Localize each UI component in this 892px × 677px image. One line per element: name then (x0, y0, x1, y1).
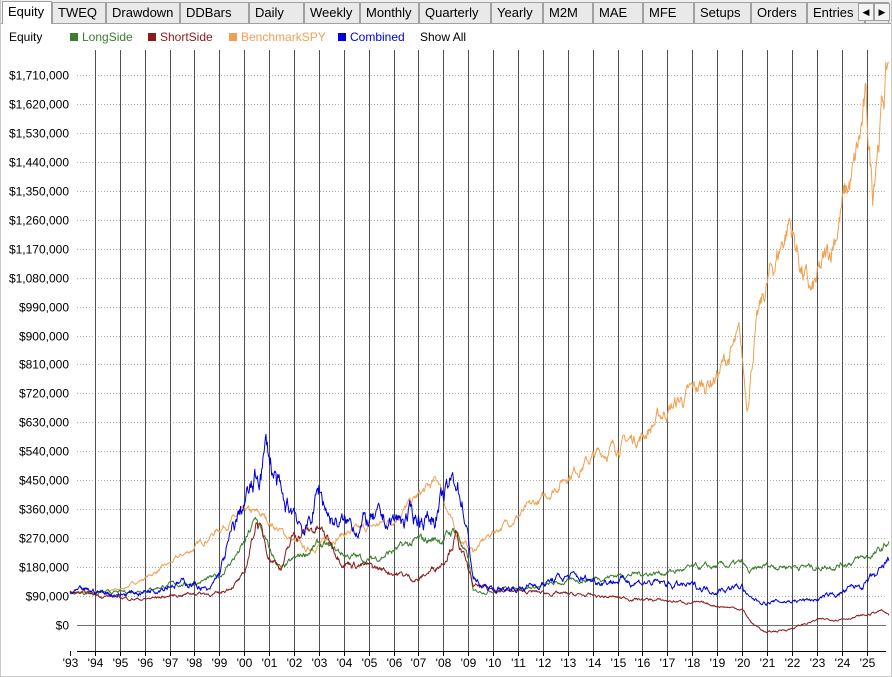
series-line-benchmarkspy (69, 61, 890, 595)
tab-entries[interactable]: Entries (807, 2, 865, 23)
tab-yearly[interactable]: Yearly (491, 2, 543, 23)
x-tick-label: '24 (835, 656, 851, 670)
x-tick-label: '04 (337, 656, 353, 670)
y-tick-label: $990,000 (19, 301, 69, 315)
y-tick-label: $0 (56, 619, 70, 633)
tab-drawdown[interactable]: Drawdown (106, 2, 180, 23)
y-tick-label: $1,260,000 (9, 214, 69, 228)
legend-item-benchmarkspy[interactable]: BenchmarkSPY (229, 27, 326, 47)
x-tick-label: '06 (387, 656, 403, 670)
tab-m2m[interactable]: M2M (543, 2, 593, 23)
tab-quarterly[interactable]: Quarterly (419, 2, 491, 23)
x-tick-label: '17 (660, 656, 676, 670)
legend-title: Equity (9, 30, 43, 44)
tab-equity[interactable]: Equity (2, 1, 52, 24)
x-tick-label: '15 (611, 656, 627, 670)
legend-swatch-longside (70, 33, 78, 41)
y-tick-label: $540,000 (19, 445, 69, 459)
legend-label-shortside: ShortSide (160, 30, 213, 44)
y-tick-label: $630,000 (19, 416, 69, 430)
x-tick-label: '00 (237, 656, 253, 670)
x-tick-label: '09 (461, 656, 477, 670)
tab-mae[interactable]: MAE (593, 2, 643, 23)
y-tick-label: $90,000 (26, 590, 70, 604)
tab-daily[interactable]: Daily (249, 2, 304, 23)
series-line-longside (69, 516, 890, 596)
scroll-left-icon[interactable]: ◀ (858, 3, 874, 21)
tab-ddbars[interactable]: DDBars (180, 2, 249, 23)
x-tick-label: '08 (436, 656, 452, 670)
y-tick-label: $1,170,000 (9, 243, 69, 257)
y-tick-label: $1,080,000 (9, 272, 69, 286)
legend-item-shortside[interactable]: ShortSide (148, 27, 213, 47)
x-tick-label: '18 (685, 656, 701, 670)
y-tick-label: $810,000 (19, 358, 69, 372)
y-tick-label: $450,000 (19, 474, 69, 488)
x-tick-label: '01 (262, 656, 278, 670)
x-tick-label: '11 (511, 656, 526, 670)
tab-mfe[interactable]: MFE (643, 2, 694, 23)
x-tick-label: '05 (362, 656, 378, 670)
x-tick-label: '25 (860, 656, 876, 670)
tab-weekly[interactable]: Weekly (304, 2, 360, 23)
x-tick-label: '95 (113, 656, 129, 670)
x-tick-label: '94 (88, 656, 104, 670)
legend-swatch-shortside (148, 33, 156, 41)
x-tick-label: '20 (735, 656, 751, 670)
y-tick-label: $1,530,000 (9, 127, 69, 141)
x-tick-label: '98 (187, 656, 203, 670)
x-tick-label: '13 (561, 656, 577, 670)
y-tick-label: $270,000 (19, 532, 69, 546)
show-all-button[interactable]: Show All (420, 30, 467, 44)
y-tick-label: $1,440,000 (9, 156, 69, 170)
x-tick-label: '97 (163, 656, 179, 670)
x-tick-label: '93 (63, 656, 79, 670)
legend-swatch-benchmarkspy (229, 33, 237, 41)
x-tick-label: '12 (536, 656, 552, 670)
y-tick-label: $1,350,000 (9, 185, 69, 199)
x-tick-label: '07 (411, 656, 427, 670)
tab-monthly[interactable]: Monthly (360, 2, 419, 23)
x-tick-label: '10 (486, 656, 502, 670)
x-tick-label: '02 (287, 656, 303, 670)
x-tick-label: '16 (635, 656, 651, 670)
x-tick-label: '03 (312, 656, 328, 670)
y-tick-label: $180,000 (19, 561, 69, 575)
legend-item-longside[interactable]: LongSide (70, 27, 133, 47)
legend-swatch-combined (338, 33, 346, 41)
x-tick-label: '96 (138, 656, 154, 670)
y-tick-label: $900,000 (19, 330, 69, 344)
y-tick-label: $1,620,000 (9, 98, 69, 112)
tab-tweq[interactable]: TWEQ (52, 2, 106, 23)
x-tick-label: '22 (785, 656, 801, 670)
x-tick-label: '21 (760, 656, 776, 670)
legend-label-longside: LongSide (82, 30, 133, 44)
x-tick-label: '99 (212, 656, 228, 670)
legend-item-combined[interactable]: Combined (338, 27, 405, 47)
series-line-combined (69, 433, 890, 606)
y-tick-label: $720,000 (19, 387, 69, 401)
x-tick-label: '14 (586, 656, 602, 670)
tab-orders[interactable]: Orders (751, 2, 807, 23)
scroll-right-icon[interactable]: ▶ (874, 3, 890, 21)
chart-legend: Equity LongSide ShortSide BenchmarkSPY C… (0, 27, 892, 49)
x-tick-label: '23 (810, 656, 826, 670)
x-tick-label: '19 (710, 656, 726, 670)
series-line-shortside (69, 522, 890, 634)
tab-bar: Equity TWEQ Drawdown DDBars Daily Weekly Month… (0, 0, 892, 24)
legend-label-benchmarkspy: BenchmarkSPY (241, 30, 326, 44)
tab-setups[interactable]: Setups (694, 2, 751, 23)
y-tick-label: $1,710,000 (9, 69, 69, 83)
y-tick-label: $360,000 (19, 503, 69, 517)
legend-label-combined: Combined (350, 30, 405, 44)
